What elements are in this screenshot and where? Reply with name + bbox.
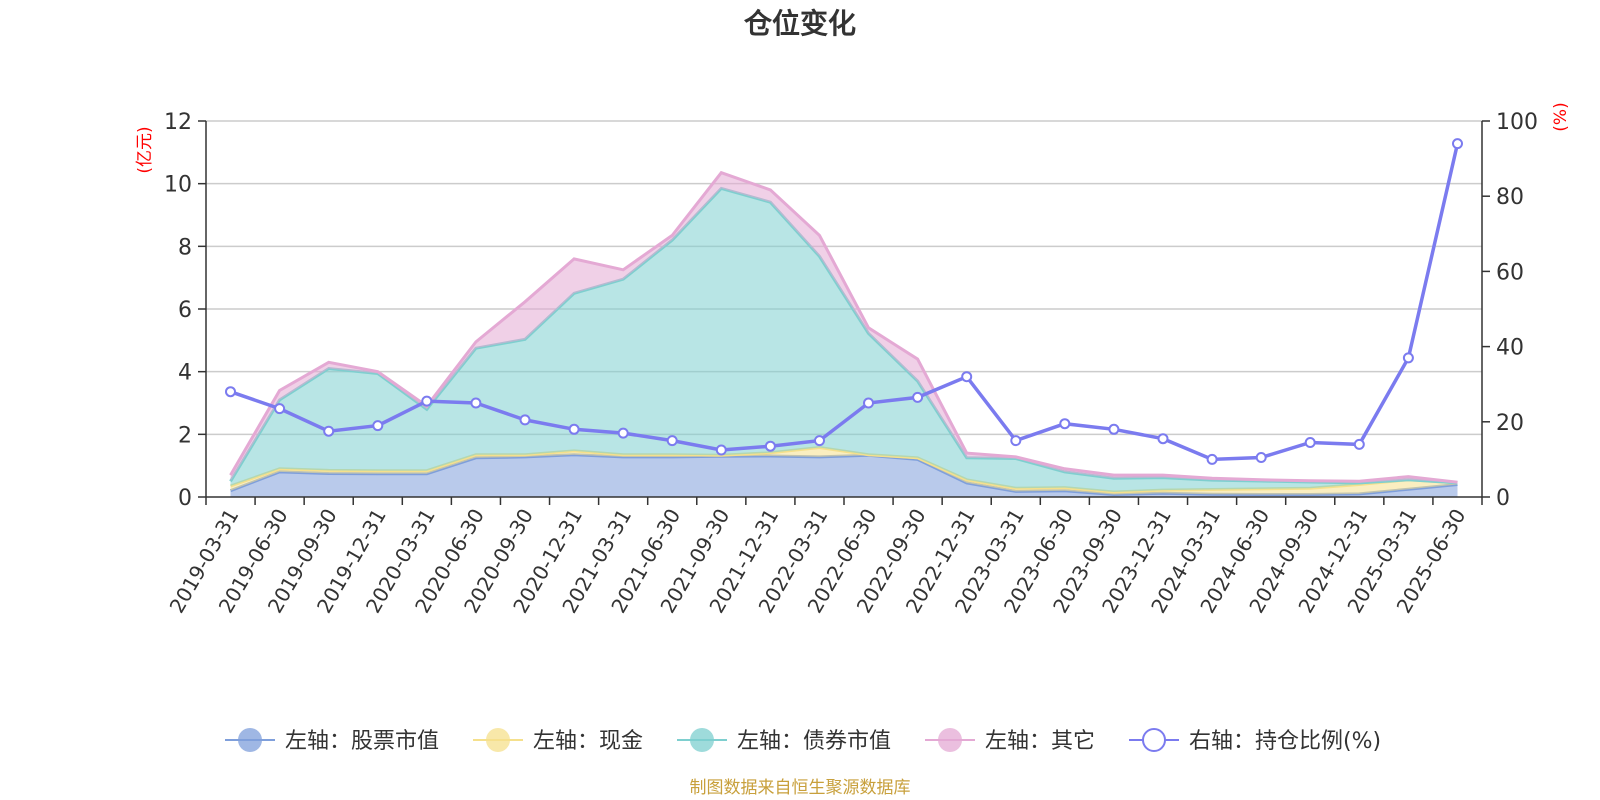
left-tick-label: 8: [178, 235, 192, 260]
ratio-point: [715, 444, 727, 456]
left-tick-label: 6: [178, 298, 192, 323]
area-edge-line: [229, 453, 1458, 497]
chart-title: 仓位变化: [744, 7, 856, 40]
ratio-line-path: [229, 143, 1460, 462]
legend-label: 左轴：债券市值: [737, 729, 891, 754]
left-axis-unit: (亿元): [135, 126, 155, 173]
ratio-point: [1108, 423, 1120, 435]
ratio-point: [568, 423, 580, 435]
ratio-point: [1157, 433, 1169, 445]
left-tick-label: 0: [178, 486, 192, 511]
legend: 左轴：股票市值 左轴：现金 左轴：债券市值 左轴：其它 右轴：持仓比例(%): [225, 728, 1381, 754]
legend-label: 左轴：其它: [985, 729, 1095, 754]
area-band: [230, 447, 1458, 495]
ratio-point: [617, 427, 629, 439]
ratio-point: [470, 397, 482, 409]
ratio-point: [519, 414, 531, 426]
ratio-point: [225, 386, 236, 398]
ratio-point: [1010, 435, 1022, 447]
legend-label: 左轴：股票市值: [285, 729, 439, 754]
ratio-point: [1353, 438, 1365, 450]
right-axis-unit: (%): [1551, 102, 1571, 131]
right-tick-label: 40: [1496, 336, 1524, 361]
left-tick-label: 4: [178, 361, 192, 386]
right-tick-label: 60: [1496, 260, 1524, 285]
right-tick-label: 80: [1496, 185, 1524, 210]
ratio-point: [764, 440, 776, 452]
ratio-point: [863, 397, 874, 409]
right-tick-label: 0: [1496, 486, 1510, 511]
stacked-areas: [229, 170, 1458, 497]
ratio-point: [1206, 453, 1218, 465]
ratio-point: [666, 435, 678, 447]
left-tick-label: 10: [164, 173, 192, 198]
legend-marker: [690, 728, 714, 752]
right-tick-label: 20: [1496, 411, 1524, 436]
legend-label: 右轴：持仓比例(%): [1189, 729, 1381, 754]
legend-item: 左轴：现金: [473, 728, 643, 754]
legend-label: 左轴：现金: [533, 729, 643, 754]
ratio-point: [1452, 138, 1463, 150]
ratio-point: [1304, 437, 1316, 448]
legend-marker: [938, 728, 962, 752]
source-note: 制图数据来自恒生聚源数据库: [690, 778, 911, 798]
ratio-point: [372, 420, 384, 432]
legend-item: 左轴：其它: [925, 728, 1095, 754]
ratio-point: [1059, 418, 1071, 430]
ratio-point: [274, 403, 286, 415]
area-band: [230, 454, 1458, 497]
ratio-point: [1255, 452, 1267, 463]
legend-item: 左轴：债券市值: [677, 728, 891, 754]
area-edge-line: [229, 170, 1458, 484]
legend-marker: [486, 728, 510, 752]
area-band: [230, 188, 1458, 492]
legend-item: 左轴：股票市值: [225, 728, 439, 754]
ratio-point: [421, 395, 433, 407]
right-tick-label: 100: [1496, 110, 1538, 135]
holding-ratio-line: [225, 138, 1463, 465]
left-tick-label: 2: [178, 423, 192, 448]
legend-marker: [1142, 728, 1166, 752]
legend-item: 右轴：持仓比例(%): [1129, 728, 1381, 754]
legend-marker: [238, 728, 262, 752]
ratio-point: [814, 435, 825, 447]
left-tick-label: 12: [164, 110, 192, 135]
ratio-point: [323, 425, 335, 437]
ratio-point: [961, 371, 973, 383]
ratio-point: [1402, 352, 1414, 364]
ratio-point: [912, 391, 924, 403]
